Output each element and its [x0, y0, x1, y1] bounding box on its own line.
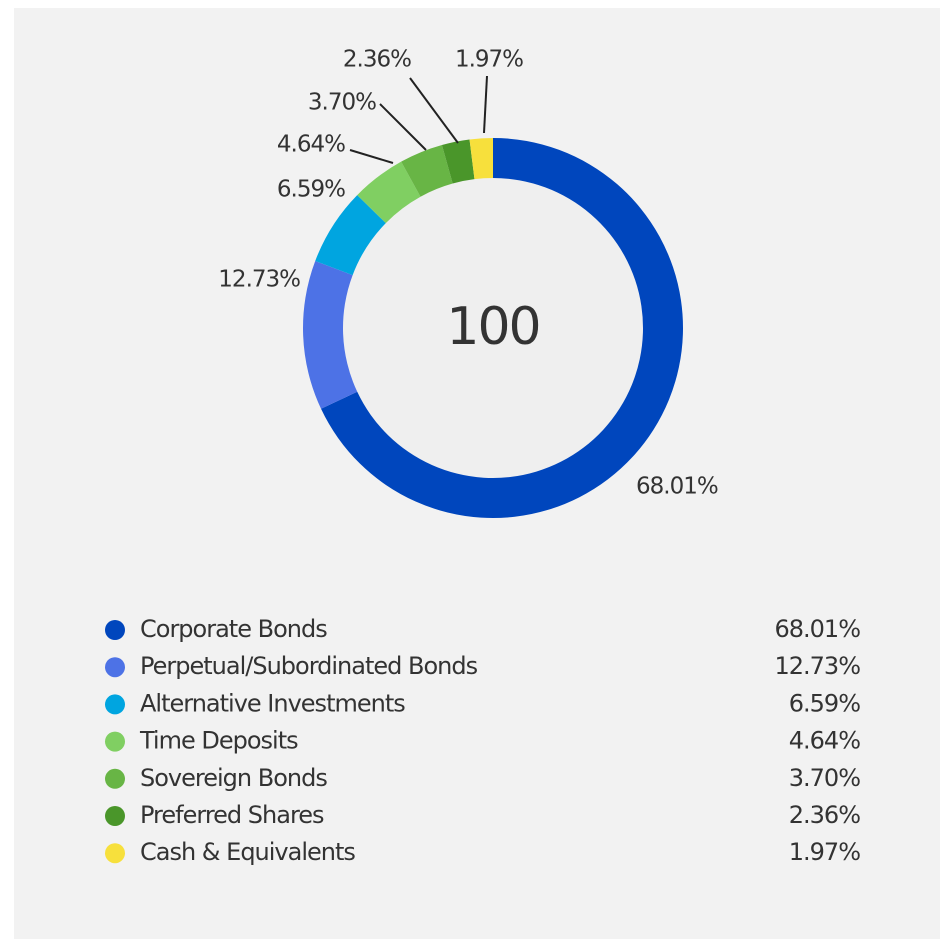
legend-label: Sovereign Bonds	[140, 764, 327, 792]
legend-label: Corporate Bonds	[140, 615, 327, 643]
legend-label: Cash & Equivalents	[140, 838, 355, 866]
legend-marker	[105, 768, 125, 789]
legend-value: 68.01%	[774, 615, 860, 643]
legend-label: Perpetual/Subordinated Bonds	[140, 652, 478, 680]
legend-value: 12.73%	[774, 652, 860, 680]
donut-slice	[469, 138, 493, 180]
leader-line	[409, 77, 459, 144]
legend-marker	[105, 694, 125, 715]
legend-marker	[105, 620, 125, 640]
slice-label: 4.64%	[277, 132, 345, 158]
legend-marker	[105, 806, 125, 826]
legend-value: 1.97%	[789, 838, 860, 866]
legend-value: 2.36%	[789, 801, 860, 829]
slice-label: 1.97%	[455, 47, 523, 73]
legend-label: Time Deposits	[139, 727, 298, 755]
legend-marker	[105, 843, 125, 864]
legend-value: 3.70%	[789, 764, 860, 792]
leader-line	[349, 149, 394, 164]
donut-slice	[357, 161, 421, 224]
slice-label: 6.59%	[277, 177, 345, 203]
legend-value: 6.59%	[789, 689, 860, 717]
legend-marker	[105, 731, 125, 752]
slice-label: 12.73%	[218, 267, 300, 293]
legend-marker	[105, 657, 125, 678]
legend-label: Alternative Investments	[140, 689, 405, 717]
donut-slice	[441, 139, 475, 184]
leader-line	[483, 75, 488, 134]
slice-label: 68.01%	[636, 474, 718, 500]
donut-hole	[343, 178, 643, 478]
slice-label: 2.36%	[343, 47, 411, 73]
donut-slice	[302, 260, 358, 409]
donut-slice	[315, 195, 386, 276]
slice-label: 3.70%	[308, 90, 376, 116]
legend-label: Preferred Shares	[140, 801, 324, 829]
center-text: 100	[446, 297, 539, 357]
leader-line	[379, 103, 427, 151]
legend-value: 4.64%	[789, 727, 860, 755]
donut-slice	[401, 144, 453, 197]
